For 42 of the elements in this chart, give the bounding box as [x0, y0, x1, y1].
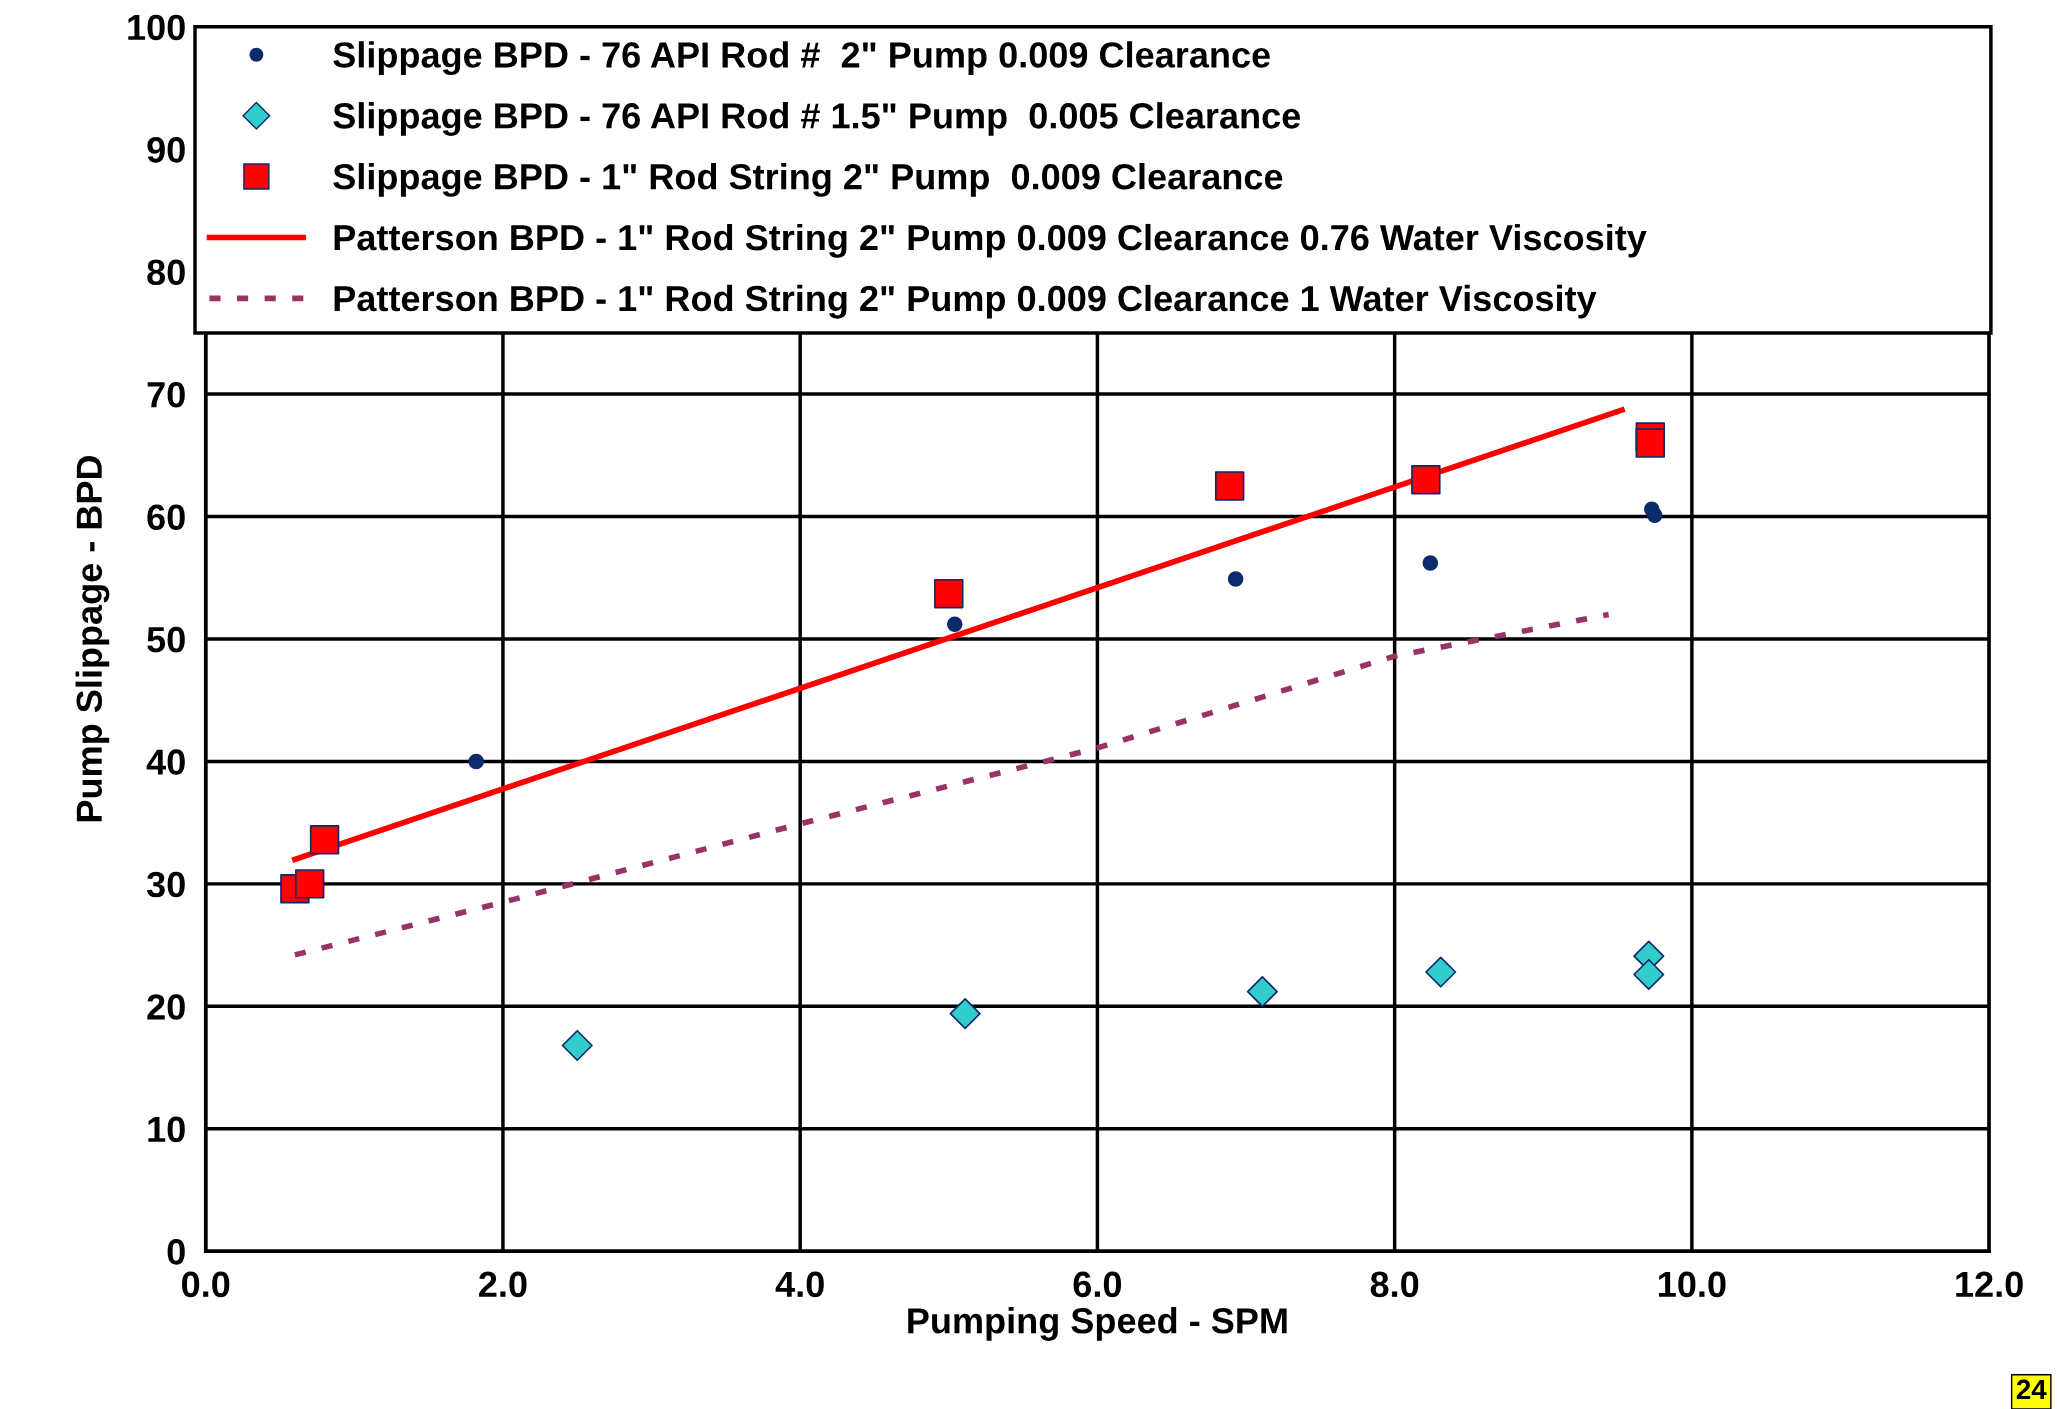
y-tick-label: 50	[147, 626, 185, 653]
y-tick-label: 10	[148, 1116, 185, 1143]
y-tick-label: 100	[128, 14, 185, 41]
point	[934, 578, 964, 609]
point	[946, 616, 963, 633]
legend-label: Patterson BPD - 1" Rod String 2" Pump 0.009 Clearance 1 Water Viscosity	[334, 284, 1597, 319]
point	[1227, 571, 1244, 587]
point	[1422, 555, 1439, 571]
y-tick-label: 20	[147, 994, 185, 1020]
y-tick-label: 40	[146, 749, 185, 775]
x-tick-label: 8.0	[1370, 1271, 1419, 1298]
point	[1635, 428, 1665, 458]
point	[561, 1029, 593, 1062]
legend-label: Patterson BPD - 1" Rod String 2" Pump 0.009 Clearance 0.76 Water Viscosity	[334, 223, 1647, 258]
point	[295, 869, 325, 899]
x-tick-label: 6.0	[1073, 1271, 1122, 1298]
y-tick-label: 80	[147, 259, 185, 286]
y-tick-label: 0	[167, 1239, 185, 1265]
x-tick-label: 2.0	[479, 1271, 527, 1298]
point	[1646, 507, 1663, 524]
x-tick-label: 4.0	[775, 1271, 824, 1298]
point	[468, 753, 484, 770]
point	[1633, 958, 1665, 991]
x-tick-label: 12.0	[1956, 1271, 2023, 1298]
y-tick-label: 30	[146, 871, 185, 898]
legend-label: Slippage BPD - 76 API Rod # 1.5" Pump 0.005 Clearance	[333, 102, 1301, 136]
point	[309, 825, 340, 855]
point	[1425, 956, 1457, 988]
y-tick-label: 60	[147, 504, 185, 530]
y-tick-label: 90	[147, 137, 185, 163]
point	[949, 998, 981, 1030]
text: 24	[2016, 1379, 2047, 1400]
point	[1214, 471, 1245, 501]
point	[1411, 465, 1441, 495]
point	[1246, 976, 1278, 1008]
legend-label: Slippage BPD - 76 API Rod # 2" Pump 0.009 Clearance	[333, 41, 1270, 76]
x-tick-label: 10.0	[1659, 1271, 1726, 1298]
x-tick-label: 0.0	[182, 1271, 230, 1298]
y-axis-title: Pump Slippage - BPD	[75, 455, 110, 822]
x-axis-title: Pumping Speed - SPM	[908, 1307, 1287, 1341]
y-tick-label: 70	[147, 381, 185, 408]
legend-label: Slippage BPD - 1" Rod String 2" Pump 0.009 Clearance	[333, 163, 1283, 197]
